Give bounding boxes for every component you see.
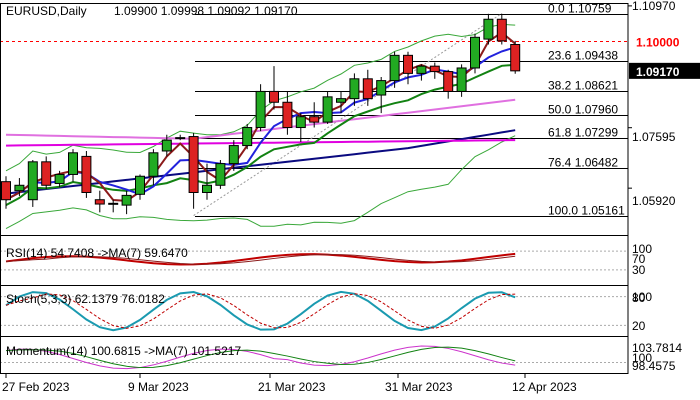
candle-bear [309,116,320,123]
candle-bull [242,127,253,147]
level-price-text: 1.10000 [636,36,680,50]
candle-bull [336,98,346,103]
indicator-panes [0,250,628,370]
stoch-level: 20 [632,319,646,333]
rsi-level: 100 [632,242,652,256]
candle-bear [269,90,279,103]
date-label: 31 Mar 2023 [385,380,453,394]
level-price-tag [630,33,700,50]
rsi-label: RSI(14) 54.7408 ->MA(7) 59.6470 [6,246,188,260]
candle-bear [282,101,293,129]
candle-bull [54,173,65,184]
candle-bull [108,202,119,205]
candle-bull [135,175,145,195]
momentum-line [5,345,516,370]
last-price-tag [629,62,700,79]
candle-bull [470,36,480,69]
fib-level-label: 61.8 1.07299 [548,126,618,140]
candle-bull [295,116,306,129]
candle-bull [202,184,212,193]
fib-trendline [193,13,503,216]
momentum-label: Momentum(14) 100.6815 ->MA(7) 101.5217 [6,344,241,358]
candle-bull [175,137,186,140]
candle-bull [389,54,400,82]
candle-bull [416,65,427,74]
candle-bear [362,78,373,100]
candle-bull [215,163,226,186]
candle-bull [456,67,467,92]
candle-bull [349,78,360,100]
candle-bear [94,199,105,205]
candle-bear [496,18,507,42]
candle-bear [41,161,52,186]
candle-bear [510,44,521,72]
candle-bear [403,54,413,74]
candle-bear [1,181,11,201]
price-tick: 1.07595 [632,130,676,144]
stoch-label: Stoch(5,3,3) 62.1379 76.0182 [6,292,165,306]
momentum-level: 98.4575 [632,359,676,373]
candle-bull [376,80,387,96]
candle-bull [121,194,132,206]
momentum-level: 100 [632,351,652,365]
last-price-text: 1.09170 [636,65,680,79]
bollinger-lower [5,135,516,230]
stoch-d-line [5,293,516,329]
stoch-level: 100 [632,290,652,304]
candle-bull [161,139,172,152]
rsi-level: 70 [632,252,646,266]
stoch-k-line [5,290,516,332]
fib-level-label: 50.0 1.07960 [548,103,618,117]
candle-bear [443,71,454,92]
axes [0,3,632,378]
fib-level-label: 38.2 1.08621 [548,79,618,93]
candle-bear [429,65,440,73]
rsi-ma-line [5,253,516,265]
candle-bull [255,90,266,129]
fib-level-label: 100.0 1.05161 [548,204,625,218]
main-price-pane: 0.0 1.10759 23.6 1.09438 38.2 1.08621 50.0 … [0,2,700,230]
symbol-title: EURUSD,Daily [6,4,87,18]
candle-bear [188,136,199,193]
candle-bull [322,96,333,123]
candle-bull [68,152,78,175]
date-label: 9 Mar 2023 [128,380,189,394]
candle-bear [81,155,92,193]
plot-frame [0,3,629,374]
fib-level-label: 76.4 1.06482 [548,156,618,170]
date-label: 12 Apr 2023 [512,380,577,394]
date-label: 21 Mar 2023 [258,380,326,394]
candle-bull [27,161,38,201]
candle-bull [14,184,25,192]
rsi-level: 30 [632,263,646,277]
momentum-ma-line [5,346,516,369]
ohlc-header: 1.09900 1.09998 1.09092 1.09170 [114,4,298,18]
fib-level-label: 0.0 1.10759 [548,2,612,16]
candle-bull [228,145,239,165]
price-tick: 1.05920 [632,194,676,208]
stoch-level: 80 [632,291,646,305]
candle-bull [148,152,159,177]
price-tick: 1.10970 [632,0,676,13]
date-label: 27 Feb 2023 [2,380,70,394]
fib-level-label: 23.6 1.09438 [548,49,618,63]
momentum-level: 103.7814 [632,341,682,355]
candle-bull [483,18,494,40]
